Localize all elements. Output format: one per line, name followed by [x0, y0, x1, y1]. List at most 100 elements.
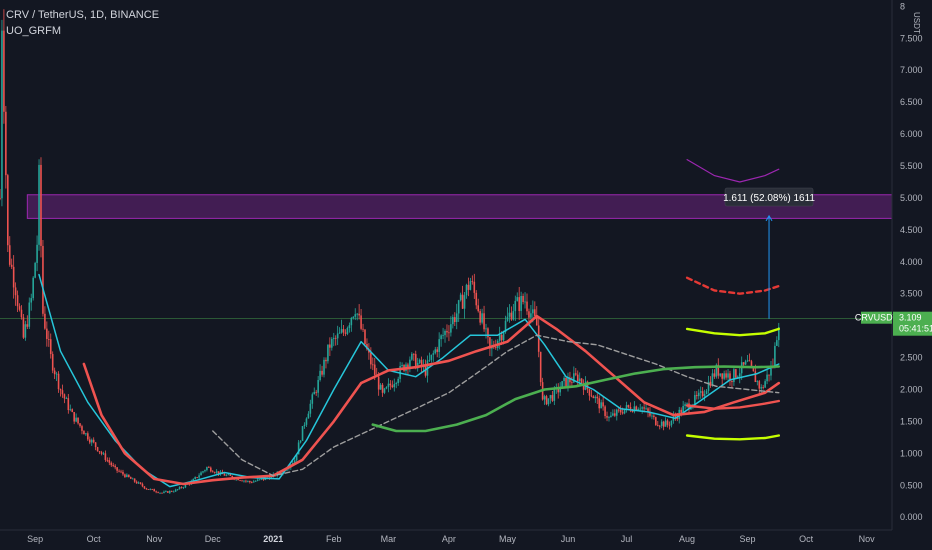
candle-body [469, 281, 472, 290]
candle-body [717, 364, 720, 376]
moving-average-line [212, 334, 780, 477]
candle-body [647, 408, 649, 413]
currency-label: USDT [912, 12, 921, 34]
candle-body [633, 406, 636, 412]
candle-body [588, 389, 591, 396]
candle-body [543, 396, 546, 400]
candle-body [627, 405, 630, 408]
candle-body [676, 416, 679, 420]
candle-body [128, 474, 130, 478]
candle-body [723, 373, 725, 379]
candle-body [360, 315, 362, 329]
indicator-name[interactable]: UO_GRFM [6, 25, 61, 37]
time-tick-label: Nov [146, 534, 163, 544]
candle-body [453, 317, 456, 323]
candle-body [520, 295, 522, 311]
candle-body [662, 421, 665, 427]
candle-body [53, 370, 56, 375]
candle-body [329, 344, 331, 348]
candle-body [612, 413, 614, 416]
candle-body [249, 480, 251, 483]
candle-body [397, 378, 399, 384]
candle-body [508, 312, 511, 317]
candle-body [243, 480, 245, 482]
candle-body [631, 410, 634, 412]
time-axis-ticks: Sep Oct Nov Dec 2021 Feb Mar Apr May Jun Jul Aug Sep… [27, 534, 875, 544]
candle-body [167, 491, 169, 493]
candle-body [653, 415, 655, 418]
candle-body [192, 479, 195, 482]
candle-body [85, 433, 87, 435]
candle-body [537, 325, 540, 352]
candle-body [270, 475, 273, 480]
candle-body [637, 408, 640, 411]
candle-body [149, 489, 152, 490]
candle-body [420, 359, 423, 368]
candle-body [467, 284, 470, 290]
candle-body [317, 380, 319, 393]
price-tick-label: 8 [900, 1, 905, 11]
candle-body [135, 481, 138, 484]
measurement-layer: 1.611 (52.08%) 1611 [723, 187, 815, 319]
candle-body [563, 377, 565, 382]
candle-body [47, 339, 50, 340]
candle-body [313, 391, 316, 395]
candle-body [596, 396, 599, 399]
candle-body [485, 328, 487, 330]
candle-body [303, 424, 306, 427]
candle-body [223, 474, 226, 476]
candle-body [307, 413, 310, 419]
candle-body [643, 407, 645, 409]
candle-body [682, 405, 684, 414]
candle-body [512, 311, 515, 320]
candle-body [10, 264, 13, 267]
candle-body [381, 384, 384, 393]
candle-body [409, 359, 411, 368]
candle-body [372, 364, 374, 366]
candle-body [110, 462, 113, 466]
candle-body [551, 395, 554, 401]
candle-body [180, 487, 183, 488]
candle-body [198, 475, 200, 478]
candle-body [129, 477, 132, 479]
symbol-tag-text: CRVUSDT [855, 313, 899, 323]
candle-body [668, 424, 671, 426]
candle-body [463, 295, 466, 309]
candle-body [57, 373, 60, 390]
candle-body [645, 408, 647, 410]
candle-body [258, 479, 261, 481]
candle-body [686, 403, 688, 405]
candle-body [549, 395, 552, 399]
candle-body [715, 364, 718, 377]
candle-body [315, 391, 318, 393]
candle-body [1, 30, 3, 199]
candle-body [600, 402, 602, 409]
candle-body [641, 407, 643, 409]
candle-body [697, 392, 700, 397]
candle-body [364, 329, 366, 345]
candle-body [213, 472, 216, 474]
candle-body [0, 197, 1, 199]
candle-body [434, 349, 437, 354]
candle-body [506, 316, 509, 321]
candle-body [295, 454, 298, 461]
candle-body [776, 340, 778, 346]
candle-body [604, 406, 606, 417]
candle-body [204, 470, 206, 472]
candle-body [610, 415, 612, 418]
candle-body [524, 301, 526, 303]
candle-body [336, 333, 339, 339]
candle-body [327, 344, 329, 362]
candle-body [87, 433, 89, 440]
candle-body [475, 292, 478, 306]
candle-body [206, 467, 208, 471]
candle-body [725, 373, 727, 378]
candle-body [157, 492, 159, 493]
candle-body [690, 407, 692, 410]
candle-body [215, 471, 218, 473]
candle-body [245, 480, 247, 482]
candle-body [71, 409, 74, 413]
candle-body [518, 297, 520, 311]
